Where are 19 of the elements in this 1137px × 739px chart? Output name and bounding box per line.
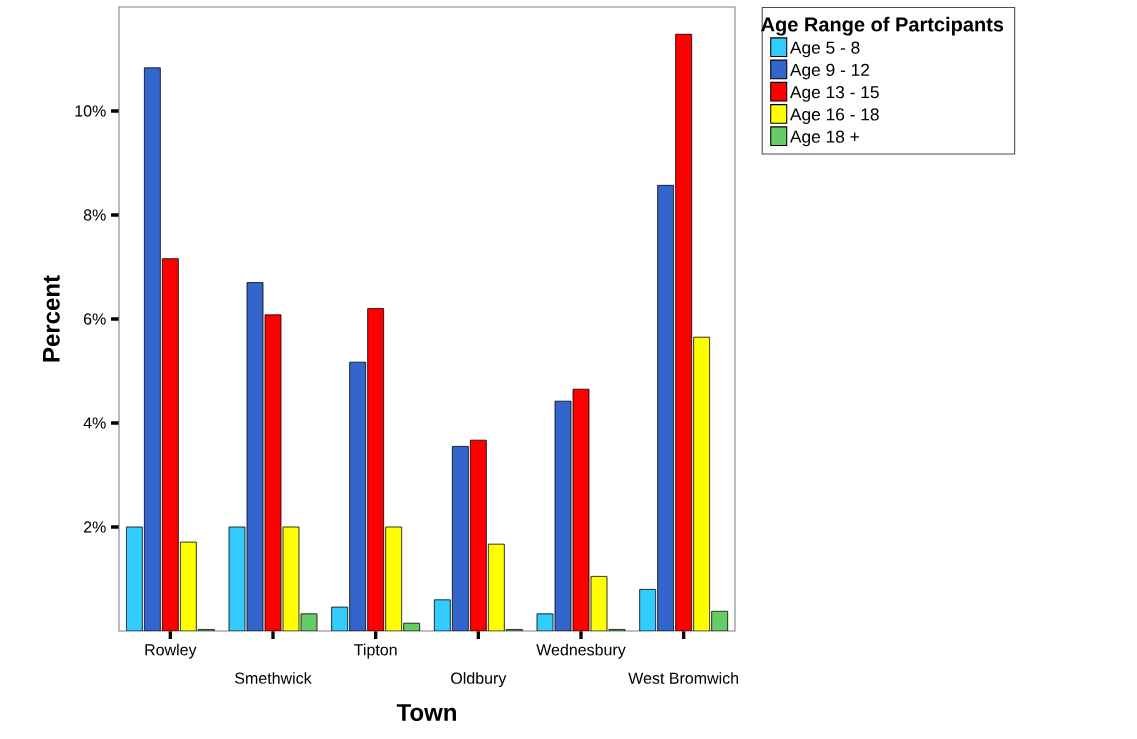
legend-title: Age Range of Partcipants <box>761 16 1004 36</box>
y-tick-label: 4% <box>83 417 106 429</box>
legend-label: Age 18 + <box>789 130 859 147</box>
y-axis-title: Percent <box>43 275 60 362</box>
x-tick-label: Rowley <box>145 643 197 659</box>
y-tick-label: 2% <box>83 521 106 533</box>
y-tick-label: 6% <box>83 313 106 325</box>
y-tick-label: 10% <box>75 105 106 117</box>
x-tick-label: Wednesbury <box>536 643 626 659</box>
x-axis-title: Town <box>396 704 456 721</box>
x-tick-label: Oldbury <box>451 672 507 688</box>
legend-label: Age 16 - 18 <box>789 108 879 124</box>
x-tick-label: Tipton <box>354 643 397 659</box>
legend-label: Age 5 - 8 <box>789 41 860 58</box>
x-tick-label: West Bromwich <box>628 672 739 684</box>
legend-label: Age 13 - 15 <box>789 86 879 102</box>
legend-label: Age 9 - 12 <box>789 63 870 80</box>
y-tick-label: 8% <box>83 209 106 221</box>
x-tick-label: Smethwick <box>235 672 312 684</box>
